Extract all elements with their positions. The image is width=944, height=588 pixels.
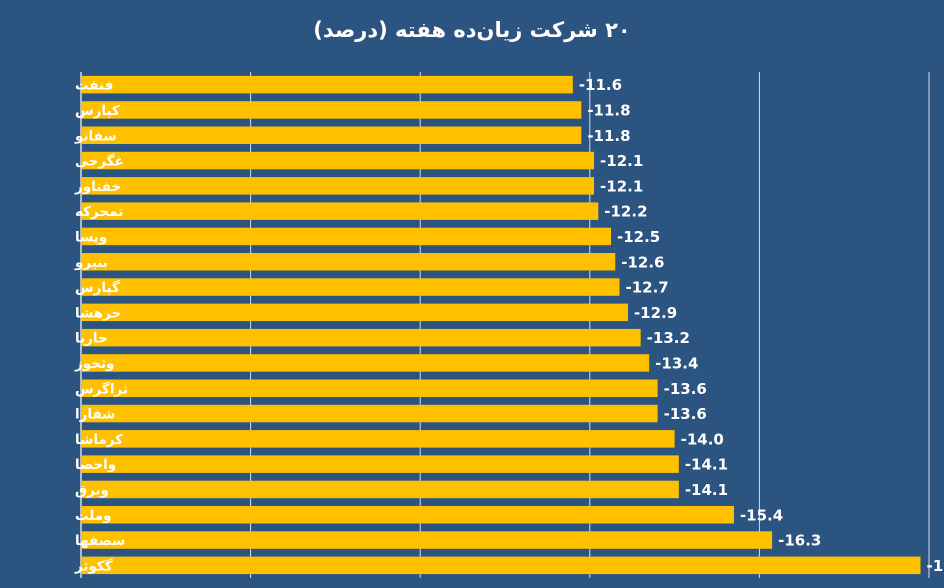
chart-title: ۲۰ شرکت زیان‌ده هفته (درصد) bbox=[313, 18, 631, 42]
value-label: -12.9 bbox=[634, 304, 677, 322]
category-label: وثخوز bbox=[74, 356, 114, 372]
category-label: وملت bbox=[75, 508, 112, 524]
bar bbox=[81, 303, 628, 322]
bar bbox=[81, 101, 582, 119]
bar bbox=[81, 75, 573, 94]
value-label: -12.2 bbox=[604, 203, 647, 221]
bar bbox=[81, 177, 595, 195]
category-label: گپارس bbox=[75, 279, 120, 296]
bar bbox=[81, 379, 658, 397]
value-label: -13.6 bbox=[664, 380, 707, 398]
bar bbox=[81, 253, 616, 271]
value-label: -12.5 bbox=[617, 228, 660, 246]
bar bbox=[81, 480, 679, 499]
value-label: -11.8 bbox=[587, 101, 630, 119]
category-label: بنیرو bbox=[74, 255, 108, 271]
category-label: واحصا bbox=[75, 457, 116, 473]
value-label: -16.3 bbox=[778, 532, 821, 550]
category-label: کپارس bbox=[75, 103, 120, 119]
value-label: -12.1 bbox=[600, 177, 643, 195]
category-label: حاریا bbox=[75, 331, 108, 347]
value-label: -19.8 bbox=[927, 557, 944, 575]
bar bbox=[81, 354, 650, 372]
category-label: فنفت bbox=[75, 78, 113, 94]
value-label: -15.4 bbox=[740, 506, 783, 524]
bar bbox=[81, 278, 620, 296]
bar bbox=[81, 531, 773, 549]
category-label: تمحرکه bbox=[75, 204, 123, 220]
category-label: سفانو bbox=[74, 128, 117, 144]
category-label: وبرق bbox=[75, 482, 109, 498]
bar bbox=[81, 455, 679, 473]
category-label: شفارا bbox=[75, 407, 115, 423]
value-label: -14.0 bbox=[681, 430, 724, 448]
bar bbox=[81, 227, 611, 246]
category-label: کرماشا bbox=[75, 432, 123, 448]
value-label: -11.6 bbox=[579, 76, 622, 94]
value-label: -13.6 bbox=[664, 405, 707, 423]
bar bbox=[81, 556, 921, 575]
category-label: غگرجی bbox=[75, 153, 124, 170]
value-label: -11.8 bbox=[587, 127, 630, 145]
value-label: -14.1 bbox=[685, 456, 728, 474]
value-label: -12.1 bbox=[600, 152, 643, 170]
bar bbox=[81, 404, 658, 423]
value-label: -13.2 bbox=[647, 329, 690, 347]
bar bbox=[81, 151, 595, 170]
bar bbox=[81, 506, 734, 524]
bar bbox=[81, 430, 675, 448]
category-label: وپسا bbox=[75, 229, 107, 245]
value-label: -13.4 bbox=[655, 354, 698, 372]
category-label: سصفها bbox=[75, 533, 125, 549]
bar bbox=[81, 126, 582, 144]
value-label: -14.1 bbox=[685, 481, 728, 499]
bar bbox=[81, 328, 641, 347]
bar bbox=[81, 202, 599, 220]
category-label: ثزاگرس bbox=[75, 380, 128, 397]
value-label: -12.7 bbox=[625, 279, 668, 297]
category-label: گکوثر bbox=[74, 557, 113, 574]
value-label: -12.6 bbox=[621, 253, 664, 271]
category-label: خفناور bbox=[74, 179, 121, 195]
category-label: حرهشا bbox=[75, 305, 121, 321]
